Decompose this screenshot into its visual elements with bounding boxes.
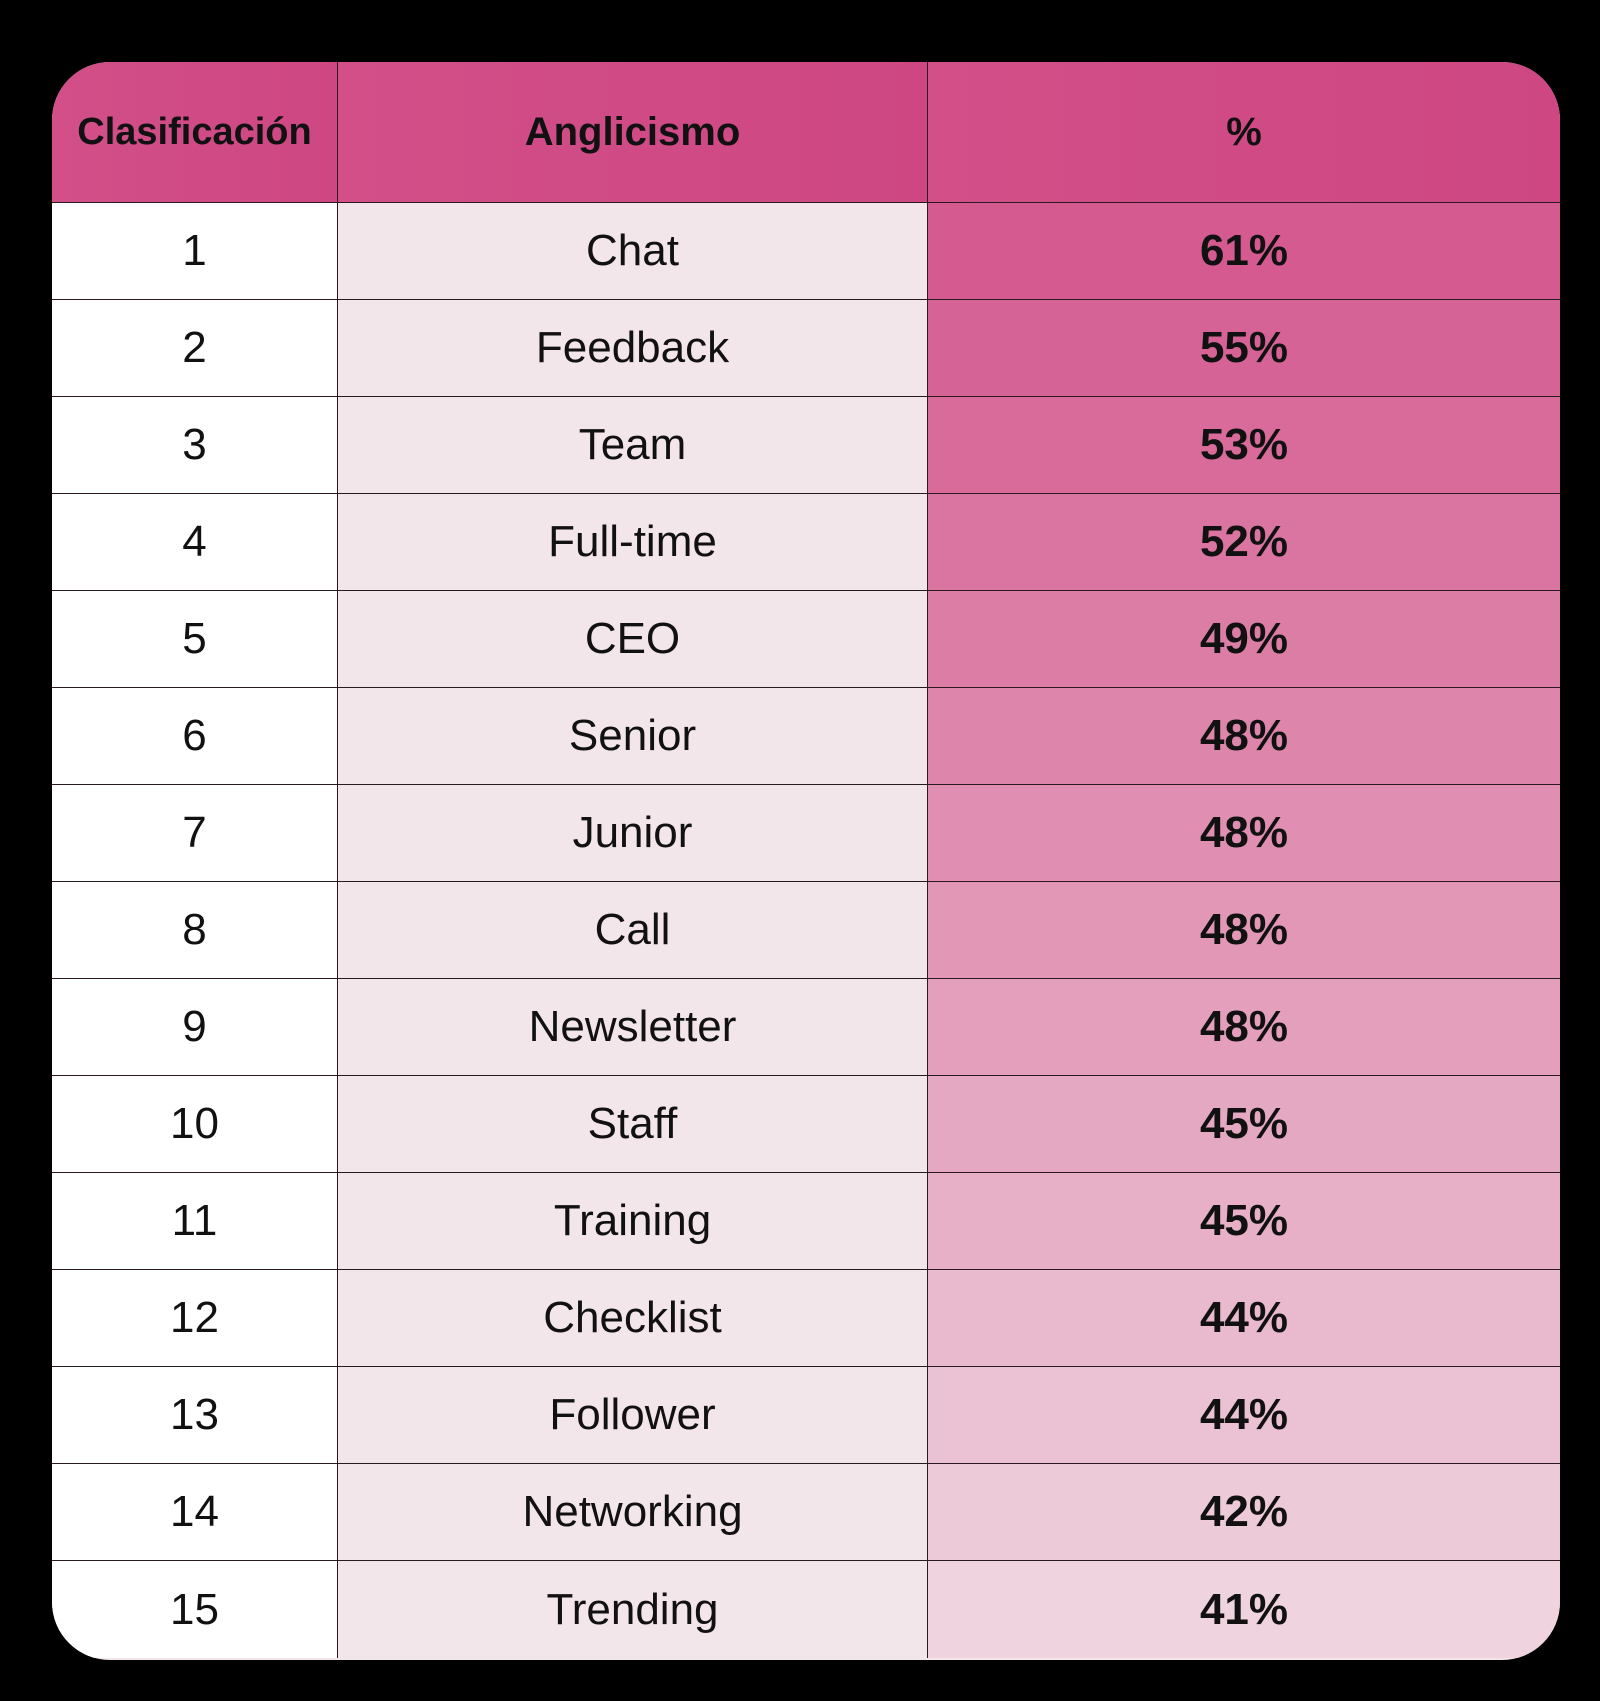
anglicism-cell: Trending <box>338 1561 928 1658</box>
anglicism-cell: Training <box>338 1173 928 1270</box>
rank-cell: 9 <box>52 979 338 1076</box>
percent-cell: 45% <box>928 1173 1560 1270</box>
rank-cell: 13 <box>52 1367 338 1464</box>
ranking-table: Clasificación Anglicismo % 1 Chat 61% 2 Feed… <box>52 62 1560 1660</box>
rank-cell: 1 <box>52 203 338 300</box>
anglicism-cell: Call <box>338 882 928 979</box>
anglicism-cell: Networking <box>338 1464 928 1561</box>
percent-cell: 48% <box>928 688 1560 785</box>
anglicism-cell: Newsletter <box>338 979 928 1076</box>
anglicism-cell: Junior <box>338 785 928 882</box>
anglicism-cell: Staff <box>338 1076 928 1173</box>
rank-cell: 14 <box>52 1464 338 1561</box>
percent-cell: 48% <box>928 785 1560 882</box>
percent-cell: 42% <box>928 1464 1560 1561</box>
header-classification: Clasificación <box>52 62 338 203</box>
percent-cell: 55% <box>928 300 1560 397</box>
percent-cell: 53% <box>928 397 1560 494</box>
percent-cell: 61% <box>928 203 1560 300</box>
rank-cell: 6 <box>52 688 338 785</box>
anglicism-cell: CEO <box>338 591 928 688</box>
percent-cell: 48% <box>928 882 1560 979</box>
rank-cell: 8 <box>52 882 338 979</box>
anglicism-cell: Follower <box>338 1367 928 1464</box>
anglicism-cell: Feedback <box>338 300 928 397</box>
rank-cell: 10 <box>52 1076 338 1173</box>
percent-cell: 48% <box>928 979 1560 1076</box>
rank-cell: 3 <box>52 397 338 494</box>
table-grid: Clasificación Anglicismo % 1 Chat 61% 2 Feed… <box>52 62 1560 1660</box>
percent-cell: 41% <box>928 1561 1560 1658</box>
rank-cell: 11 <box>52 1173 338 1270</box>
rank-cell: 4 <box>52 494 338 591</box>
header-anglicism: Anglicismo <box>338 62 928 203</box>
percent-cell: 52% <box>928 494 1560 591</box>
anglicism-cell: Checklist <box>338 1270 928 1367</box>
rank-cell: 7 <box>52 785 338 882</box>
anglicism-cell: Chat <box>338 203 928 300</box>
header-percent: % <box>928 62 1560 203</box>
anglicism-cell: Full-time <box>338 494 928 591</box>
percent-cell: 45% <box>928 1076 1560 1173</box>
anglicism-cell: Team <box>338 397 928 494</box>
anglicism-cell: Senior <box>338 688 928 785</box>
percent-cell: 44% <box>928 1270 1560 1367</box>
percent-cell: 44% <box>928 1367 1560 1464</box>
percent-cell: 49% <box>928 591 1560 688</box>
rank-cell: 2 <box>52 300 338 397</box>
rank-cell: 5 <box>52 591 338 688</box>
rank-cell: 12 <box>52 1270 338 1367</box>
rank-cell: 15 <box>52 1561 338 1658</box>
